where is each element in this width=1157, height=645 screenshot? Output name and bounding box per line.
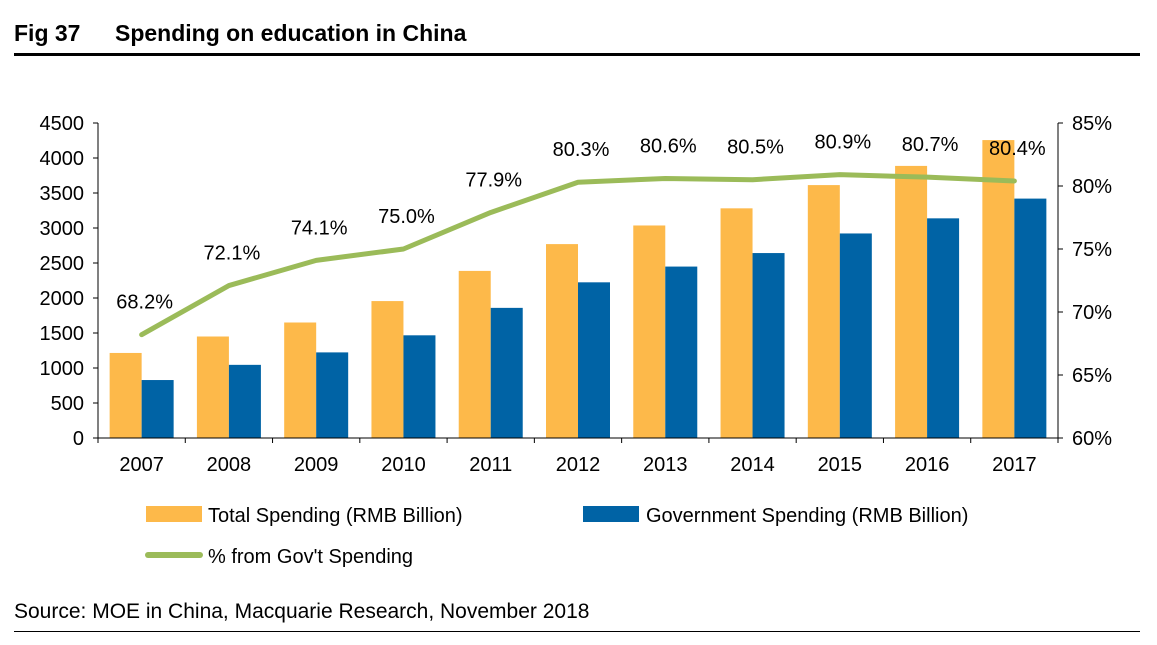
bar-total-2017 [982,140,1015,438]
y-right-tick-label: 80% [1072,176,1112,198]
bar-total-2008 [196,336,229,438]
bar-government-2012 [578,282,610,438]
y-left-tick-label: 1000 [40,358,85,380]
y-left-tick-label: 4500 [40,113,85,135]
data-label-pct: 77.9% [465,169,522,191]
bar-total-2016 [895,165,928,438]
x-tick-label: 2008 [207,454,252,476]
data-label-pct: 80.4% [989,138,1046,160]
x-tick-label: 2015 [818,454,863,476]
bar-total-2014 [720,208,753,438]
y-left-tick-label: 2000 [40,288,85,310]
bar-government-2017 [1014,198,1047,438]
y-right-tick-label: 60% [1072,428,1112,450]
x-tick-label: 2016 [905,454,950,476]
x-tick-label: 2013 [643,454,688,476]
figure-title: Spending on education in China [115,20,467,46]
y-left-tick-label: 3000 [40,218,85,240]
bar-total-2015 [807,185,840,438]
source-footer: Source: MOE in China, Macquarie Research… [14,600,1140,632]
bar-government-2014 [752,253,785,438]
bar-government-2013 [665,266,698,438]
bar-government-2008 [228,364,261,438]
y-right-tick-label: 65% [1072,365,1112,387]
data-label-pct: 72.1% [204,243,261,265]
data-label-pct: 75.0% [378,206,435,228]
source-text: Source: MOE in China, Macquarie Research… [14,600,590,623]
figure-header: Fig 37 Spending on education in China [14,20,1140,56]
bar-government-2011 [490,307,523,438]
data-label-pct: 80.7% [902,134,959,156]
bar-government-2016 [927,218,960,438]
y-left-tick-label: 3500 [40,183,85,205]
bar-total-2010 [371,301,404,438]
data-label-pct: 80.9% [814,132,871,154]
data-label-pct: 74.1% [291,217,348,239]
x-tick-label: 2009 [294,454,339,476]
chart: 0 500 1000 1500 2000 2500 3000 3500 4000 4500 60% 6… [40,113,1113,568]
y-right-tick-label: 75% [1072,239,1112,261]
bar-total-2009 [284,322,317,438]
legend-label-line: % from Gov't Spending [208,546,413,568]
line-gov-share [139,172,1017,338]
bar-total-2013 [633,225,666,438]
y-right-tick-label: 70% [1072,302,1112,324]
bar-government-2007 [141,380,174,438]
bar-government-2009 [316,352,349,438]
y-left-tick-label: 1500 [40,323,85,345]
x-tick-label: 2017 [992,454,1037,476]
bar-total-2012 [546,244,578,438]
legend-label-government: Government Spending (RMB Billion) [646,505,968,527]
x-tick-label: 2012 [556,454,601,476]
data-label-pct: 68.2% [116,292,173,314]
y-left-tick-label: 0 [73,428,84,450]
bar-total-2011 [458,270,491,438]
x-tick-label: 2010 [381,454,426,476]
legend-swatch-government [583,506,639,522]
data-label-pct: 80.5% [727,137,784,159]
figure-number: Fig 37 [14,20,81,46]
y-left-tick-label: 2500 [40,253,85,275]
legend-swatch-total [146,506,202,522]
bar-government-2015 [839,233,872,438]
y-right-tick-label: 85% [1072,113,1112,135]
y-left-tick-label: 4000 [40,148,85,170]
data-label-pct: 80.6% [640,135,697,157]
x-tick-label: 2011 [469,454,512,476]
data-label-pct: 80.3% [553,139,610,161]
legend-label-total: Total Spending (RMB Billion) [208,505,463,527]
x-tick-label: 2014 [730,454,775,476]
x-tick-label: 2007 [119,454,164,476]
y-left-tick-label: 500 [51,393,84,415]
bar-total-2007 [109,352,142,438]
bar-government-2010 [403,335,436,438]
